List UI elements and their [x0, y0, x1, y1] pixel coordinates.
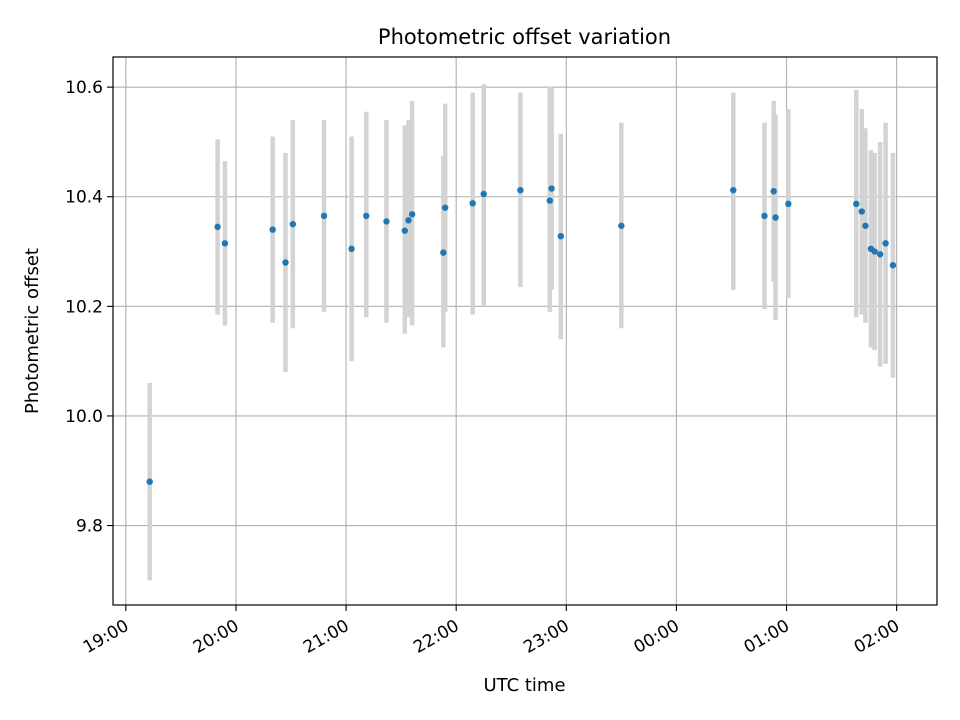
data-points: [146, 185, 897, 485]
data-point: [772, 214, 779, 221]
y-tick-label: 10.2: [65, 297, 103, 317]
data-point: [853, 200, 860, 208]
data-point: [785, 200, 792, 208]
data-point: [557, 232, 564, 240]
data-point: [876, 251, 884, 258]
y-axis-label: Photometric offset: [22, 248, 43, 414]
data-point: [440, 249, 447, 256]
data-point: [269, 226, 276, 233]
plot-frame: [112, 56, 938, 606]
x-axis-label: UTC time: [483, 675, 565, 696]
data-point: [858, 208, 865, 215]
data-point: [889, 262, 897, 269]
data-point: [618, 222, 625, 229]
data-point: [408, 211, 416, 218]
data-point: [546, 197, 553, 204]
y-tick-label: 9.8: [76, 517, 103, 537]
data-point: [770, 188, 777, 195]
data-point: [401, 227, 408, 234]
data-point: [469, 200, 476, 207]
data-point: [146, 478, 153, 485]
data-point: [214, 223, 221, 231]
data-point: [221, 240, 229, 247]
data-point: [348, 245, 355, 252]
data-point: [363, 212, 370, 220]
data-point: [441, 204, 449, 211]
data-point: [320, 212, 328, 220]
data-point: [282, 259, 289, 266]
data-point: [862, 222, 869, 229]
data-point: [383, 218, 390, 225]
y-tick-label: 10.4: [65, 188, 103, 208]
data-point: [871, 248, 878, 255]
y-tick-label: 10.0: [65, 407, 103, 427]
data-point: [289, 220, 297, 228]
data-point: [761, 212, 768, 220]
data-point: [517, 186, 524, 194]
grid: [113, 57, 937, 605]
data-point: [882, 240, 889, 247]
y-tick-label: 10.6: [65, 78, 103, 98]
data-point: [480, 190, 487, 198]
data-point: [730, 186, 737, 194]
data-point: [405, 217, 412, 224]
data-point: [548, 185, 555, 192]
chart-title: Photometric offset variation: [378, 25, 671, 49]
